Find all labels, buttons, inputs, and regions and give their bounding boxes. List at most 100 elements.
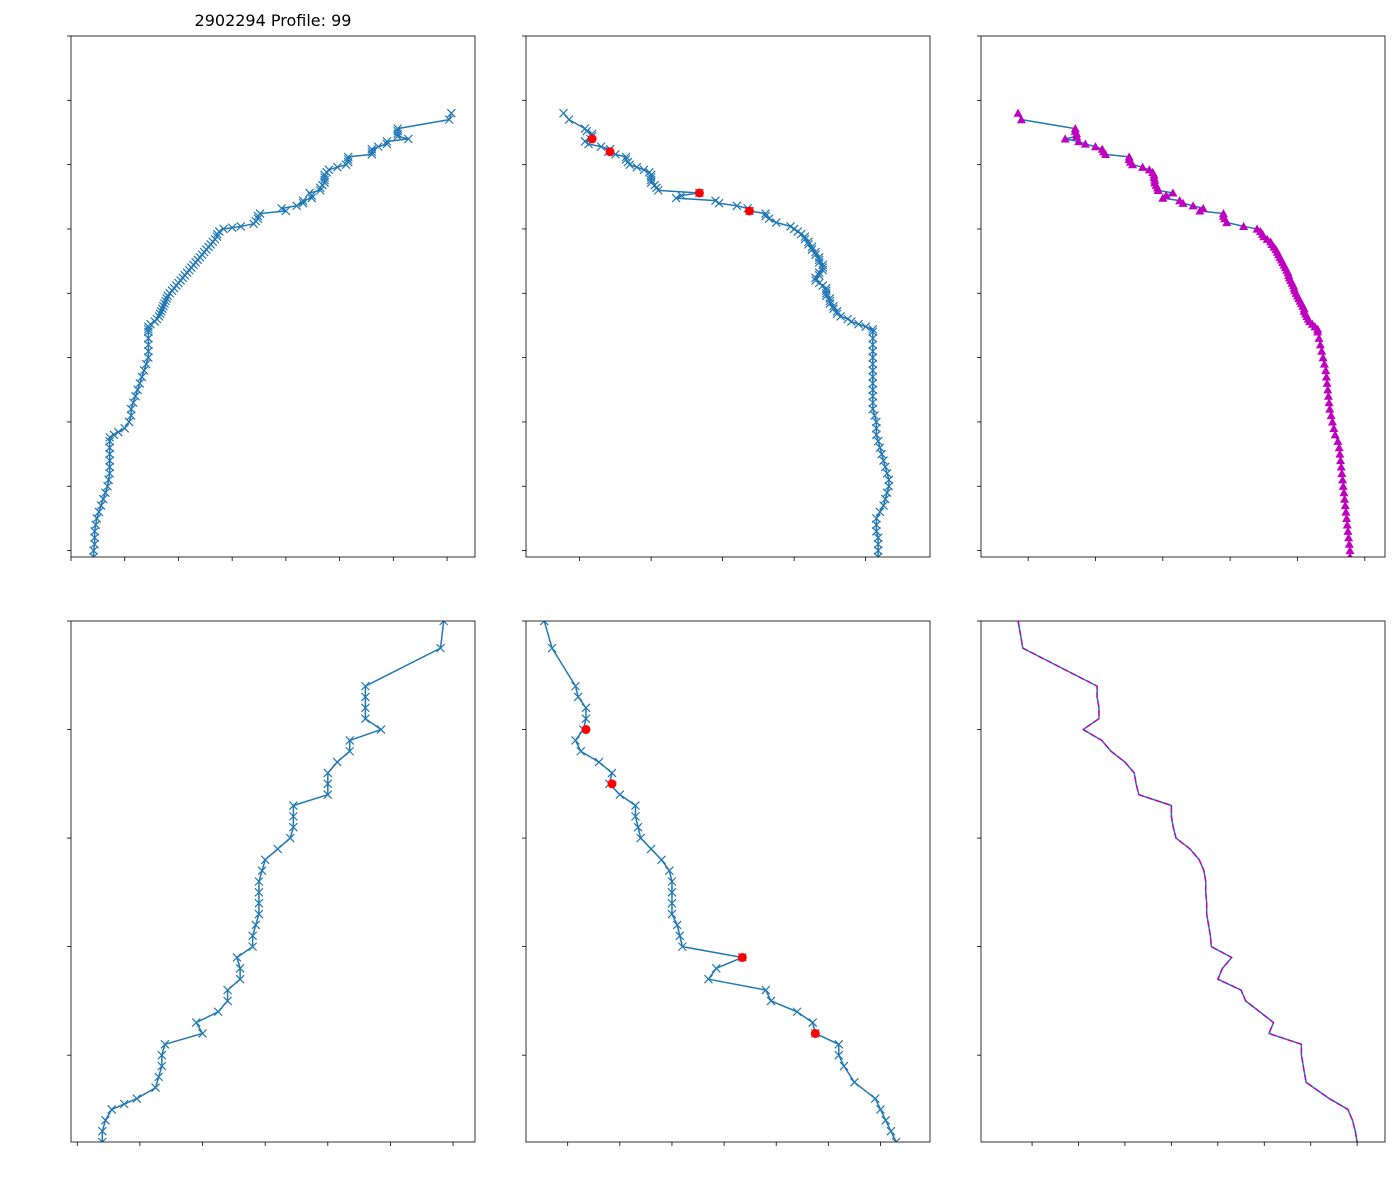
- data-point-triangle-marker: [1330, 430, 1340, 439]
- data-point-x-marker: [846, 317, 856, 327]
- data-point-x-marker: [808, 1018, 818, 1028]
- data-point-x-marker: [625, 160, 635, 170]
- data-point-triangle-marker: [1188, 201, 1198, 210]
- data-point-x-marker: [891, 1137, 901, 1142]
- data-point-triangle-marker: [1168, 188, 1178, 197]
- data-point-x-marker: [559, 108, 568, 118]
- data-point-x-marker: [143, 340, 153, 350]
- data-point-x-marker: [436, 643, 445, 653]
- data-point-x-marker: [811, 273, 821, 283]
- data-point-x-marker: [249, 219, 259, 229]
- data-point-triangle-marker: [1313, 327, 1323, 336]
- series-line-T: [101, 621, 445, 1142]
- data-point-x-marker: [646, 844, 656, 854]
- data-point-triangle-marker: [1074, 136, 1084, 146]
- data-point-x-marker: [315, 185, 325, 195]
- data-point-x-marker: [97, 1137, 107, 1142]
- data-point-x-marker: [854, 319, 863, 329]
- data-point-x-marker: [292, 201, 302, 211]
- data-point-x-marker: [873, 546, 883, 555]
- data-point-x-marker: [631, 811, 640, 821]
- data-point-x-marker: [868, 366, 878, 375]
- data-point-x-marker: [868, 346, 878, 356]
- data-point-x-marker: [849, 1077, 859, 1087]
- data-point-x-marker: [711, 963, 721, 973]
- flagged-point-marker: [737, 952, 747, 962]
- series-line-T: [92, 112, 453, 557]
- data-point-x-marker: [288, 811, 298, 821]
- data-point-triangle-marker: [1344, 539, 1354, 548]
- flagged-point-marker: [605, 147, 615, 157]
- data-point-x-marker: [235, 963, 245, 973]
- data-point-x-marker: [97, 1126, 107, 1136]
- data-point-x-marker: [109, 430, 119, 440]
- data-point-x-marker: [288, 822, 298, 832]
- data-point-triangle-marker: [1318, 353, 1328, 362]
- data-point-x-marker: [320, 175, 329, 185]
- data-point-x-marker: [868, 327, 878, 337]
- data-point-x-marker: [155, 309, 165, 319]
- plot-area: [1013, 108, 1355, 557]
- flagged-point-marker: [744, 206, 754, 216]
- data-point-x-marker: [871, 520, 881, 530]
- data-point-x-marker: [880, 494, 890, 504]
- data-point-x-marker: [260, 855, 270, 865]
- data-point-x-marker: [446, 108, 456, 118]
- data-point-x-marker: [677, 942, 687, 952]
- data-point-triangle-marker: [1345, 546, 1355, 555]
- data-point-x-marker: [343, 155, 353, 164]
- flagged-point-marker: [581, 725, 591, 735]
- data-point-x-marker: [868, 398, 878, 408]
- data-point-x-marker: [547, 643, 557, 653]
- data-point-triangle-marker: [1128, 160, 1137, 169]
- data-point-x-marker: [581, 703, 591, 713]
- data-point-x-marker: [281, 206, 291, 216]
- subplot-bottom-S: [522, 620, 931, 1146]
- data-point-x-marker: [223, 996, 233, 1006]
- data-point-triangle-marker: [1138, 162, 1148, 171]
- data-point-x-marker: [143, 324, 153, 334]
- data-point-triangle-marker: [1327, 417, 1337, 426]
- data-point-x-marker: [101, 1115, 110, 1125]
- subplot-bottom-PDENS: [977, 620, 1386, 1146]
- data-point-x-marker: [248, 942, 258, 952]
- data-point-x-marker: [367, 147, 377, 157]
- data-point-x-marker: [571, 735, 580, 745]
- data-point-triangle-marker: [1324, 398, 1334, 407]
- data-point-x-marker: [345, 735, 355, 745]
- data-point-x-marker: [360, 703, 370, 713]
- data-point-x-marker: [307, 191, 317, 200]
- data-point-x-marker: [273, 844, 283, 854]
- data-point-x-marker: [161, 296, 170, 306]
- data-point-x-marker: [871, 526, 881, 536]
- data-point-x-marker: [157, 304, 167, 314]
- data-point-x-marker: [573, 692, 583, 702]
- data-point-x-marker: [868, 372, 878, 382]
- data-point-x-marker: [871, 423, 881, 433]
- data-point-x-marker: [814, 268, 824, 278]
- data-point-triangle-marker: [1325, 404, 1335, 413]
- data-point-x-marker: [90, 526, 100, 536]
- data-point-x-marker: [870, 1094, 880, 1104]
- data-point-x-marker: [105, 432, 115, 442]
- data-point-x-marker: [105, 456, 115, 465]
- data-point-x-marker: [646, 175, 656, 185]
- data-point-x-marker: [163, 291, 173, 301]
- data-point-triangle-marker: [1322, 378, 1332, 387]
- data-point-x-marker: [162, 294, 172, 303]
- data-point-triangle-marker: [1338, 481, 1348, 490]
- data-point-x-marker: [667, 877, 677, 886]
- data-point-x-marker: [323, 790, 333, 800]
- data-point-triangle-marker: [1317, 346, 1327, 355]
- data-point-triangle-marker: [1315, 340, 1325, 349]
- data-point-x-marker: [571, 681, 580, 691]
- data-point-x-marker: [879, 456, 888, 465]
- flagged-point-marker: [587, 134, 597, 144]
- data-point-x-marker: [714, 198, 724, 208]
- data-point-x-marker: [137, 372, 147, 382]
- data-point-x-marker: [94, 507, 104, 517]
- data-point-x-marker: [633, 822, 643, 832]
- data-point-x-marker: [143, 346, 153, 356]
- data-point-x-marker: [393, 131, 403, 141]
